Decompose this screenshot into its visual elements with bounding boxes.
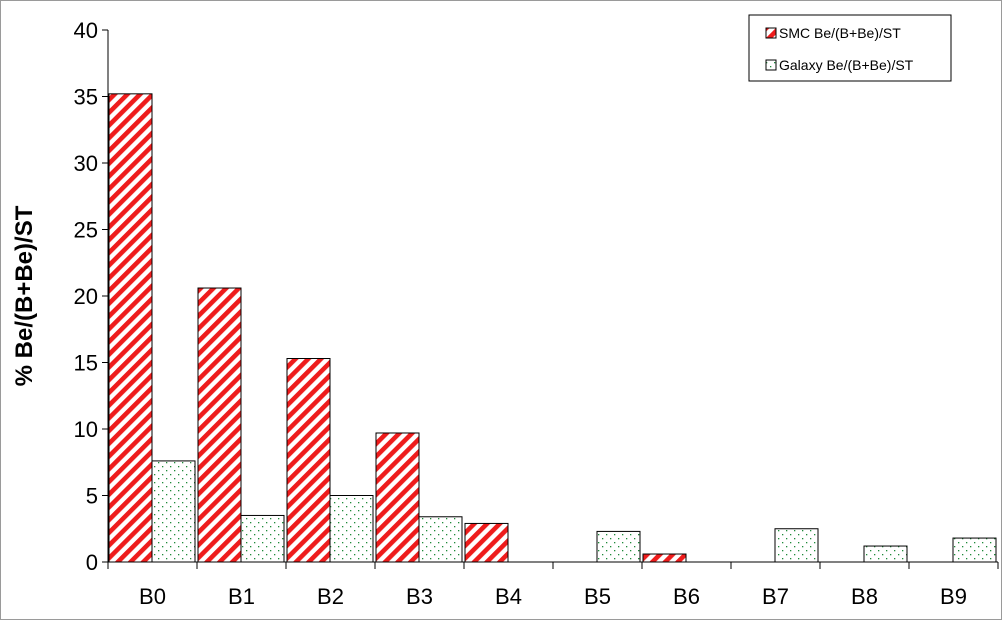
bar-galaxy-b0 xyxy=(151,460,196,563)
x-tick-label: B8 xyxy=(851,584,878,609)
bar-galaxy-b3 xyxy=(418,516,463,563)
x-tick-label: B9 xyxy=(940,584,967,609)
bar-smc-b4 xyxy=(464,522,509,563)
bar-smc-b1 xyxy=(197,287,242,563)
bar-galaxy-b5 xyxy=(596,530,641,563)
y-tick-label: 25 xyxy=(74,218,98,243)
legend-label-galaxy: Galaxy Be/(B+Be)/ST xyxy=(779,57,914,73)
x-tick-label: B6 xyxy=(673,584,700,609)
bar-galaxy-b9 xyxy=(952,537,997,563)
bars-layer xyxy=(108,93,997,563)
x-tick-label: B5 xyxy=(584,584,611,609)
x-tick-label: B7 xyxy=(762,584,789,609)
axes-layer xyxy=(102,29,999,569)
bar-galaxy-b1 xyxy=(240,514,285,563)
y-tick-label: 30 xyxy=(74,151,98,176)
y-tick-label: 10 xyxy=(74,417,98,442)
bar-smc-b6 xyxy=(642,553,687,563)
y-tick-label: 20 xyxy=(74,284,98,309)
y-tick-label: 35 xyxy=(74,85,98,110)
labels-layer: 0 5 10 15 20 25 30 35 40 B0 B1 B2 B3 B4 B5 B6 B7 B8 B9 xyxy=(74,18,967,609)
y-tick-label: 40 xyxy=(74,18,98,43)
x-tick-label: B1 xyxy=(228,584,255,609)
x-tick-label: B2 xyxy=(317,584,344,609)
x-tick-label: B3 xyxy=(406,584,433,609)
x-tick-label: B4 xyxy=(495,584,522,609)
y-tick-label: 15 xyxy=(74,351,98,376)
legend-box xyxy=(748,14,952,82)
legend-swatch-smc xyxy=(765,27,777,39)
legend: SMC Be/(B+Be)/ST Galaxy Be/(B+Be)/ST xyxy=(748,14,952,82)
y-tick-label: 5 xyxy=(86,484,98,509)
bar-smc-b0 xyxy=(108,93,153,563)
x-tick-label: B0 xyxy=(139,584,166,609)
bar-smc-b3 xyxy=(375,432,420,563)
bar-galaxy-b7 xyxy=(774,528,819,563)
bar-galaxy-b2 xyxy=(329,495,374,563)
bar-galaxy-b8 xyxy=(863,545,908,563)
legend-label-smc: SMC Be/(B+Be)/ST xyxy=(779,25,901,41)
legend-swatch-galaxy xyxy=(765,59,777,71)
y-tick-label: 0 xyxy=(86,550,98,575)
y-axis-title: % Be/(B+Be)/ST xyxy=(11,205,38,386)
bar-smc-b2 xyxy=(286,358,331,563)
